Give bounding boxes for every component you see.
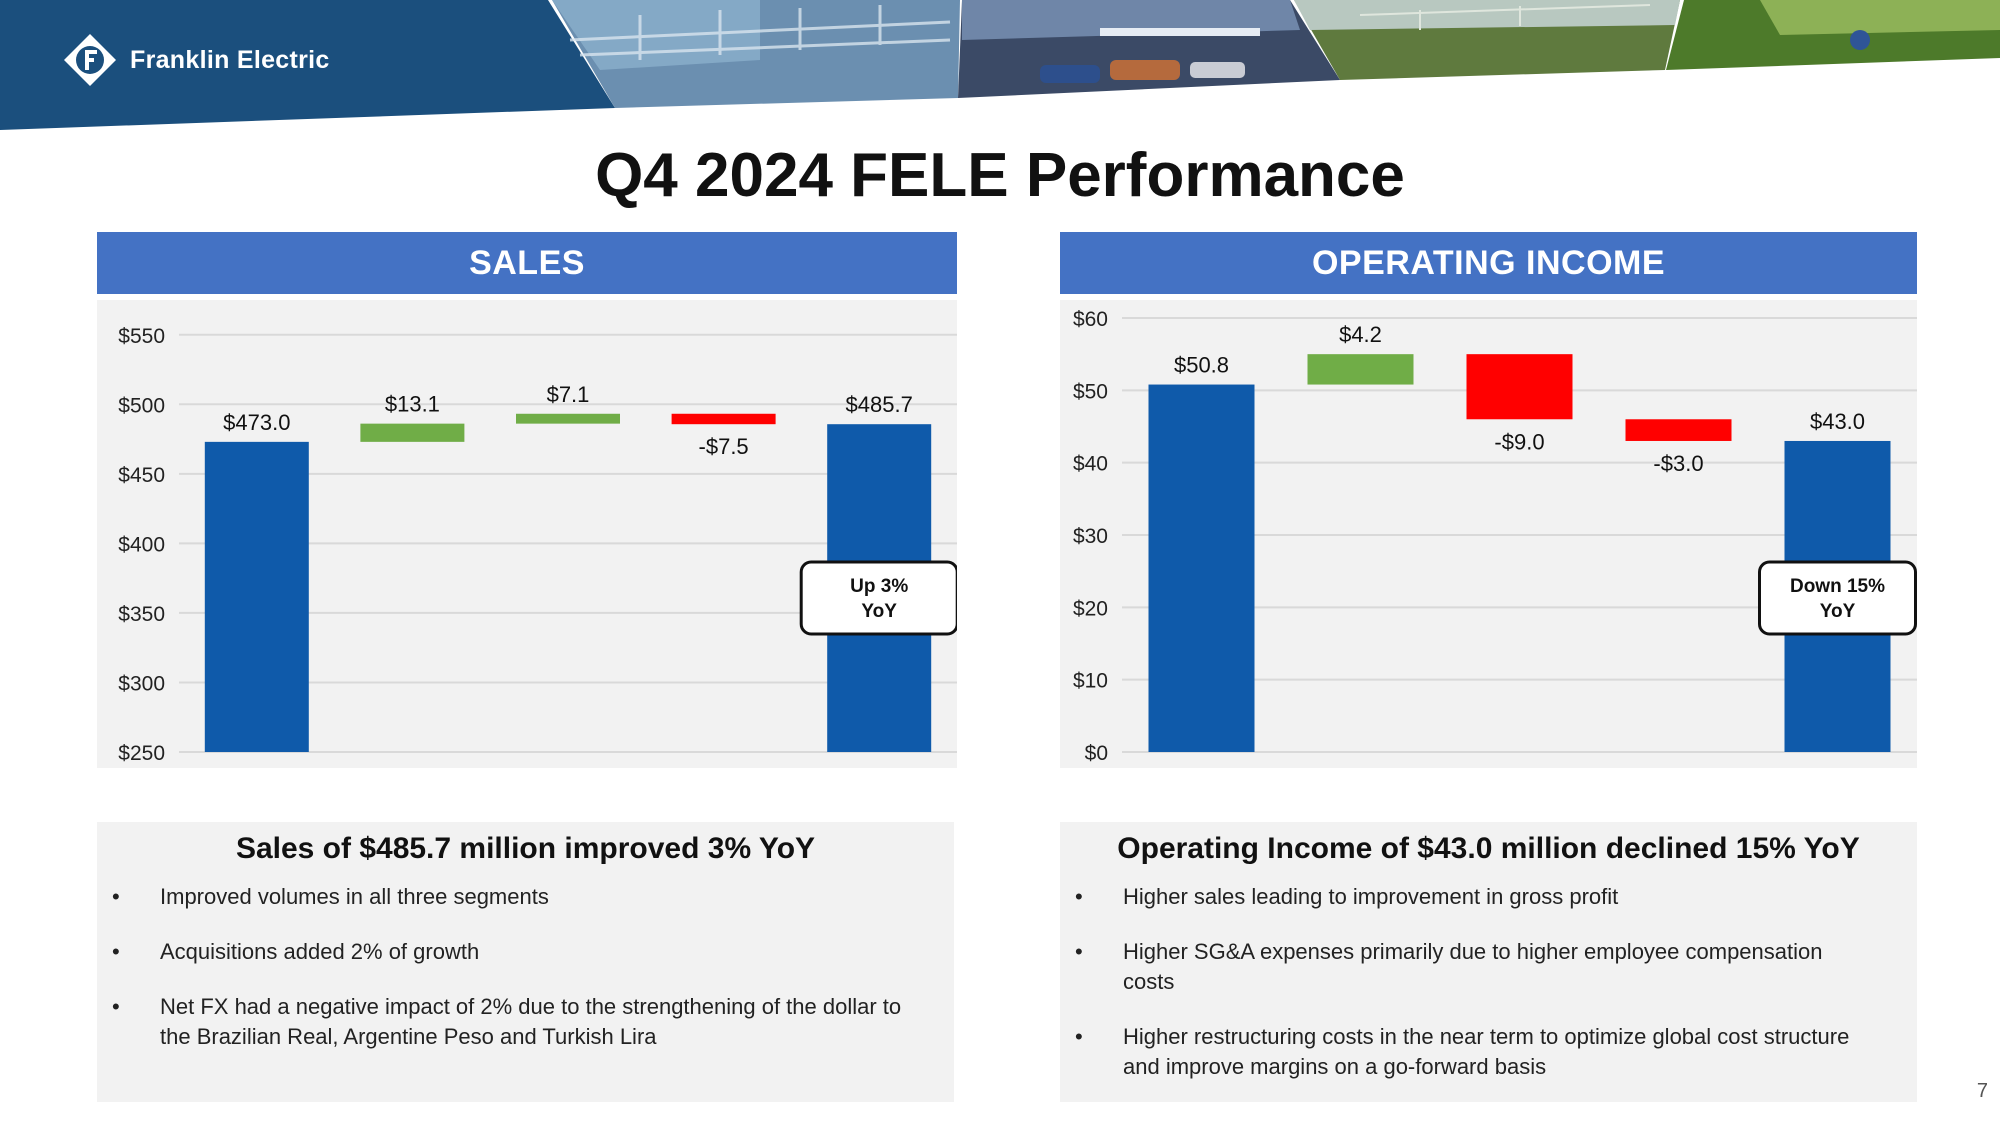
header-graphic [0,0,2000,130]
page-title: Q4 2024 FELE Performance [595,141,1405,210]
operating-income-waterfall-chart: $0$10$20$30$40$50$60($M)$50.8Q4 2023$4.2… [1073,308,1917,768]
operating-income-bullet-list: Higher sales leading to improvement in g… [1060,882,1917,1082]
bar [1466,354,1573,420]
logo: Franklin Electric [62,32,330,88]
bar [1148,384,1255,752]
sales-bullet-list: Improved volumes in all three segments A… [97,882,954,1052]
sales-bullet: Acquisitions added 2% of growth [112,937,914,967]
franklin-electric-logo-icon [64,34,116,86]
category-label: Restructuring [1613,766,1744,768]
y-tick-label: $10 [1073,670,1108,693]
data-label: $4.2 [1339,322,1382,347]
sales-waterfall-chart: $250$300$350$400$450$500$550($M)$473.0Q4… [118,300,957,768]
operating-income-summary-title: Operating Income of $43.0 million declin… [1117,832,1860,865]
operating-income-summary-box: Operating Income of $43.0 million declin… [1060,822,1917,1102]
y-tick-label: $40 [1073,453,1108,476]
data-label: $50.8 [1174,353,1229,378]
data-label: $485.7 [846,392,913,417]
data-label: -$7.5 [699,434,749,459]
callout-box [799,560,957,636]
callout-text: YoY [1820,601,1856,622]
y-tick-label: $20 [1073,597,1108,620]
y-tick-label: $300 [118,672,165,695]
category-label: Volume/Price [348,766,478,768]
data-label: -$9.0 [1494,429,1544,454]
bar [671,413,776,425]
sales-summary-box: Sales of $485.7 million improved 3% YoY … [97,822,954,1102]
callout-text: YoY [861,601,897,622]
y-tick-label: $450 [118,464,165,487]
sales-panel-header: SALES [97,232,957,294]
category-label: Acquisitions [509,766,626,768]
y-tick-label: $250 [118,742,165,765]
operating-income-chart: $0$10$20$30$40$50$60($M)$50.8Q4 2023$4.2… [1060,300,1917,768]
callout-text: Up 3% [850,576,908,597]
y-tick-label: $500 [118,394,165,417]
header-banner: Franklin Electric [0,0,2000,135]
brand-name: Franklin Electric [130,45,330,74]
category-label: Q4 2024 [837,766,921,768]
category-label: FX [710,766,738,768]
y-tick-label: $50 [1073,380,1108,403]
sales-chart: $250$300$350$400$450$500$550($M)$473.0Q4… [97,300,957,768]
y-tick-label: $400 [118,533,165,556]
category-label: Q4 2023 [1159,766,1243,768]
page-number: 7 [1976,1080,1988,1102]
data-label: $7.1 [547,382,590,407]
category-label: SG&A [1489,766,1550,768]
y-tick-label: $0 [1085,742,1108,765]
data-label: -$3.0 [1653,451,1703,476]
operating-income-panel-header: OPERATING INCOME [1060,232,1917,294]
operating-income-bullet: Higher sales leading to improvement in g… [1075,882,1877,912]
bar [360,423,465,442]
bar [1625,419,1732,441]
y-tick-label: $30 [1073,525,1108,548]
category-label: Q4 2024 [1795,766,1879,768]
bar [204,441,309,752]
category-label: Q4 2023 [215,766,299,768]
sales-bullet: Net FX had a negative impact of 2% due t… [112,992,914,1052]
operating-income-bullet: Higher restructuring costs in the near t… [1075,1022,1877,1082]
callout-text: Down 15% [1790,576,1885,597]
y-tick-label: $550 [118,325,165,348]
sales-summary-title: Sales of $485.7 million improved 3% YoY [235,832,816,865]
callout-box [1758,560,1917,636]
y-tick-label: $60 [1073,308,1108,331]
data-label: $43.0 [1810,409,1865,434]
operating-income-bullet: Higher SG&A expenses primarily due to hi… [1075,937,1877,997]
bar [516,413,620,424]
data-label: $473.0 [223,410,290,435]
data-label: $13.1 [385,392,440,417]
category-label: Gross profit [1304,766,1418,768]
sales-bullet: Improved volumes in all three segments [112,882,914,912]
bar [1307,354,1414,385]
y-tick-label: $350 [118,603,165,626]
